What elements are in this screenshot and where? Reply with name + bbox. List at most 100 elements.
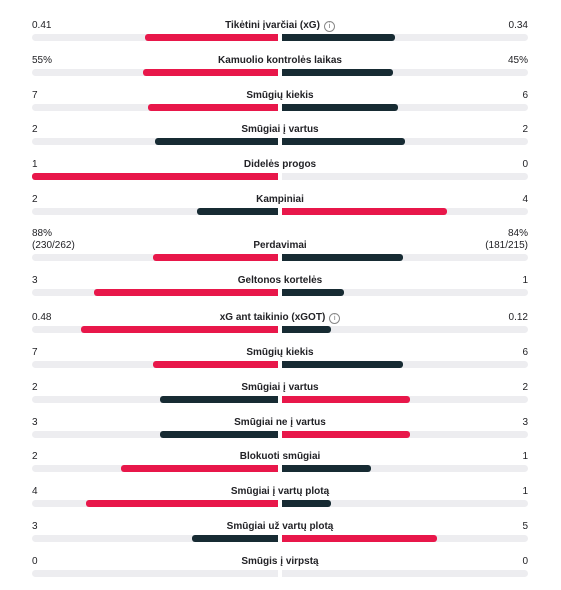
home-bar-track	[32, 254, 278, 261]
stat-label-text: Geltonos kortelės	[237, 275, 323, 286]
home-bar-track	[32, 104, 278, 111]
home-bar-track	[32, 431, 278, 438]
home-bar-track	[32, 361, 278, 368]
home-bar-track	[32, 570, 278, 577]
comparison-bar	[32, 535, 528, 542]
home-value: 55%	[32, 55, 53, 66]
away-bar-fill	[282, 535, 437, 542]
stat-row: 2 Smūgiai į vartus 2	[32, 382, 528, 412]
home-bar-track	[32, 289, 278, 296]
home-bar-fill	[81, 326, 278, 333]
stat-row: 0.48 xG ant taikinio (xGOT) i 0.12	[32, 312, 528, 342]
stat-label-text: Smūgiai į vartų plotą	[230, 486, 330, 497]
stat-label-text: Kampiniai	[256, 194, 304, 205]
stat-row: 2 Kampiniai 4	[32, 194, 528, 224]
stat-label-text: Smūgių kiekis	[246, 90, 314, 101]
home-bar-fill	[93, 289, 278, 296]
stat-label-text: Smūgiai į vartus	[241, 382, 319, 393]
away-bar-fill	[282, 431, 410, 438]
comparison-bar	[32, 173, 528, 180]
home-value: 2	[32, 451, 38, 462]
stat-label-text: Smūgiai ne į vartus	[234, 417, 326, 428]
comparison-bar	[32, 208, 528, 215]
away-value: 1	[522, 451, 528, 462]
home-bar-fill	[86, 500, 278, 507]
stat-label-text: Smūgių kiekis	[246, 347, 314, 358]
away-bar-track	[282, 69, 528, 76]
home-bar-fill	[147, 104, 278, 111]
home-bar-track	[32, 138, 278, 145]
away-bar-fill	[282, 500, 332, 507]
home-value: 7	[32, 347, 38, 358]
away-bar-track	[282, 535, 528, 542]
home-value: 88% (230/262)	[32, 228, 75, 251]
home-value: 2	[32, 194, 38, 205]
home-bar-fill	[152, 361, 278, 368]
away-bar-fill	[282, 208, 447, 215]
away-bar-fill	[282, 289, 344, 296]
stat-label: Tikėtini įvarčiai (xG) i	[32, 20, 528, 32]
comparison-bar	[32, 138, 528, 145]
away-bar-fill	[282, 326, 332, 333]
stat-label: Smūgių kiekis	[32, 90, 528, 102]
stat-label: xG ant taikinio (xGOT) i	[32, 312, 528, 324]
away-bar-track	[282, 208, 528, 215]
home-bar-track	[32, 326, 278, 333]
info-icon[interactable]: i	[329, 313, 341, 324]
stat-label-text: Smūgiai į vartus	[241, 124, 319, 135]
stat-row: 4 Smūgiai į vartų plotą 1	[32, 486, 528, 516]
away-bar-track	[282, 104, 528, 111]
stat-row: 7 Smūgių kiekis 6	[32, 347, 528, 377]
stat-row: 7 Smūgių kiekis 6	[32, 90, 528, 120]
away-bar-track	[282, 173, 528, 180]
home-value: 0.41	[32, 20, 52, 31]
away-bar-fill	[282, 69, 393, 76]
home-bar-fill	[120, 465, 278, 472]
away-value: 0	[522, 159, 528, 170]
away-value: 1	[522, 486, 528, 497]
stat-row: 2 Smūgiai į vartus 2	[32, 124, 528, 154]
home-value: 4	[32, 486, 38, 497]
home-bar-track	[32, 69, 278, 76]
home-bar-fill	[159, 396, 278, 403]
stat-label-text: Kamuolio kontrolės laikas	[218, 55, 342, 66]
stat-label-text: Didelės progos	[243, 159, 317, 170]
home-bar-track	[32, 396, 278, 403]
away-value-detail: (181/215)	[485, 240, 528, 251]
away-value: 3	[522, 417, 528, 428]
away-value: 1	[522, 275, 528, 286]
comparison-bar	[32, 361, 528, 368]
stat-label-text: Smūgiai už vartų plotą	[226, 521, 334, 532]
away-bar-fill	[282, 254, 403, 261]
away-bar-track	[282, 500, 528, 507]
away-bar-track	[282, 138, 528, 145]
comparison-bar	[32, 289, 528, 296]
stat-label-text: Perdavimai	[253, 240, 307, 251]
home-bar-track	[32, 34, 278, 41]
comparison-bar	[32, 326, 528, 333]
stat-label: Smūgių kiekis	[32, 347, 528, 359]
comparison-bar	[32, 570, 528, 577]
stat-row: 3 Geltonos kortelės 1	[32, 275, 528, 305]
comparison-bar	[32, 104, 528, 111]
info-icon[interactable]: i	[323, 21, 335, 32]
away-bar-track	[282, 396, 528, 403]
away-bar-track	[282, 326, 528, 333]
stat-label-text: Tikėtini įvarčiai (xG)	[225, 20, 320, 31]
away-bar-fill	[282, 396, 410, 403]
home-bar-fill	[32, 173, 278, 180]
stat-label-text: xG ant taikinio (xGOT)	[219, 312, 326, 323]
home-bar-fill	[196, 208, 278, 215]
away-bar-fill	[282, 34, 396, 41]
away-value: 6	[522, 90, 528, 101]
away-value: 0.12	[508, 312, 528, 323]
stat-label: Smūgiai ne į vartus	[32, 417, 528, 429]
home-bar-track	[32, 535, 278, 542]
home-value: 0	[32, 556, 38, 567]
home-bar-fill	[159, 431, 278, 438]
away-bar-track	[282, 34, 528, 41]
home-bar-fill	[191, 535, 278, 542]
away-bar-fill	[282, 361, 403, 368]
home-value: 2	[32, 124, 38, 135]
